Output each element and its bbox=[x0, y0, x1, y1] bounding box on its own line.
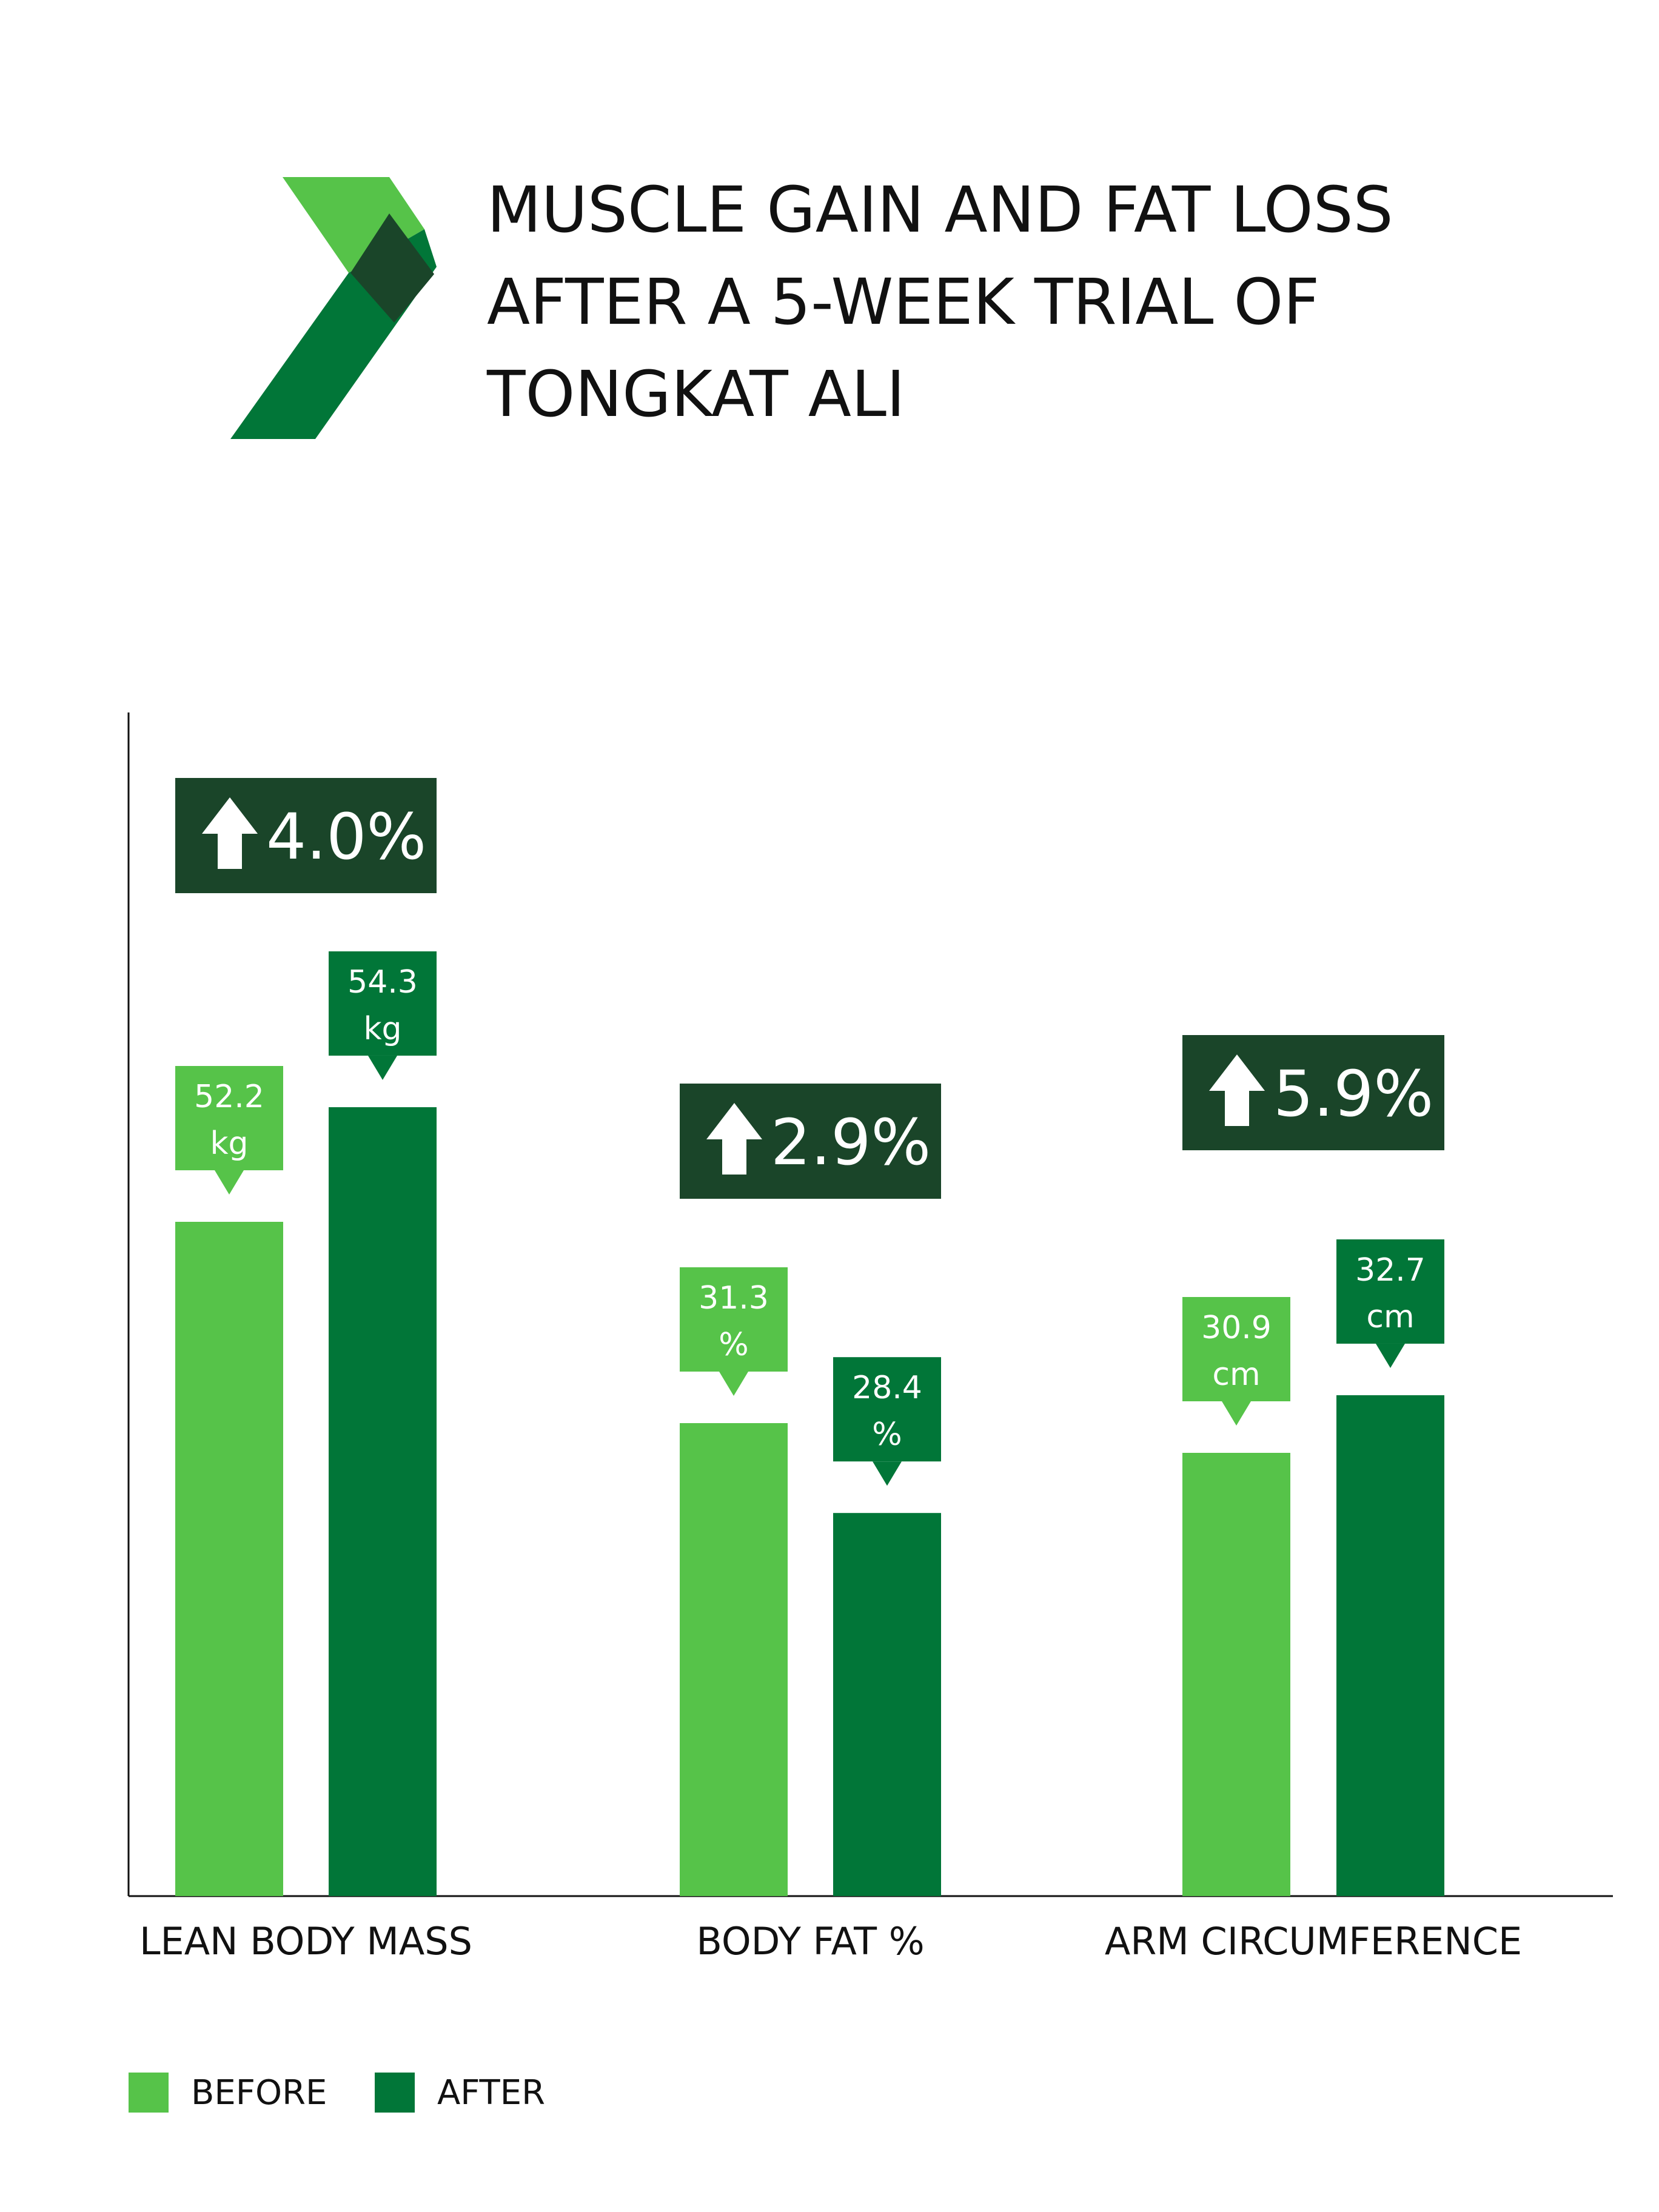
data-label-value: 30.9 bbox=[1201, 1310, 1272, 1346]
logo-center-fold bbox=[350, 213, 434, 323]
up-arrow-icon bbox=[1209, 1054, 1265, 1126]
change-badge-1: 4.0% bbox=[175, 778, 437, 893]
legend-swatch-after bbox=[375, 2073, 415, 2113]
bar-before-1 bbox=[175, 1222, 283, 1896]
category-label-3: ARM CIRCUMFERENCE bbox=[1105, 1919, 1522, 1963]
data-label-unit: % bbox=[719, 1327, 748, 1363]
chevron-logo-icon bbox=[230, 177, 437, 439]
page-title: MUSCLE GAIN AND FAT LOSS AFTER A 5-WEEK … bbox=[487, 164, 1639, 440]
title-line-3: TONGKAT ALI bbox=[487, 357, 905, 431]
data-label-value: 54.3 bbox=[347, 964, 418, 1000]
category-label-2: BODY FAT % bbox=[696, 1919, 924, 1963]
change-badge-2: 2.9% bbox=[680, 1084, 941, 1199]
data-label-after-1: 54.3 kg bbox=[329, 951, 437, 1080]
bar-before-2 bbox=[680, 1423, 788, 1896]
legend-swatch-before bbox=[129, 2073, 169, 2113]
data-label-after-2: 28.4% bbox=[833, 1357, 941, 1486]
legend-label-after: AFTER bbox=[437, 2073, 546, 2113]
data-label-value: 32.7 bbox=[1355, 1252, 1426, 1289]
data-label-unit: kg bbox=[210, 1125, 248, 1162]
data-label-before-2: 31.3% bbox=[680, 1267, 788, 1396]
bar-after-3 bbox=[1336, 1395, 1444, 1896]
data-label-value: 52.2 bbox=[194, 1079, 264, 1115]
bar-after-1 bbox=[329, 1107, 437, 1896]
change-badge-value: 2.9% bbox=[771, 1105, 931, 1179]
data-label-unit: kg bbox=[363, 1011, 401, 1047]
data-label-before-3: 30.9 cm bbox=[1182, 1297, 1290, 1426]
data-label-unit: % bbox=[872, 1416, 902, 1453]
bar-after-2 bbox=[833, 1513, 941, 1896]
data-label-unit: cm bbox=[1212, 1356, 1260, 1393]
data-label-after-3: 32.7 cm bbox=[1336, 1239, 1444, 1368]
category-label-1: LEAN BODY MASS bbox=[139, 1919, 472, 1963]
up-arrow-icon bbox=[202, 797, 258, 869]
data-label-value: 28.4 bbox=[852, 1370, 922, 1406]
legend-label-before: BEFORE bbox=[191, 2073, 327, 2113]
change-badge-value: 5.9% bbox=[1273, 1057, 1433, 1131]
data-label-before-1: 52.2 kg bbox=[175, 1066, 283, 1195]
title-line-1: MUSCLE GAIN AND FAT LOSS bbox=[487, 173, 1393, 247]
up-arrow-icon bbox=[706, 1103, 762, 1175]
data-label-unit: cm bbox=[1366, 1299, 1414, 1335]
title-line-2: AFTER A 5-WEEK TRIAL OF bbox=[487, 265, 1320, 339]
bar-before-3 bbox=[1182, 1453, 1290, 1896]
change-badge-value: 4.0% bbox=[266, 800, 426, 874]
data-label-value: 31.3 bbox=[699, 1280, 769, 1316]
change-badge-3: 5.9% bbox=[1182, 1035, 1444, 1150]
